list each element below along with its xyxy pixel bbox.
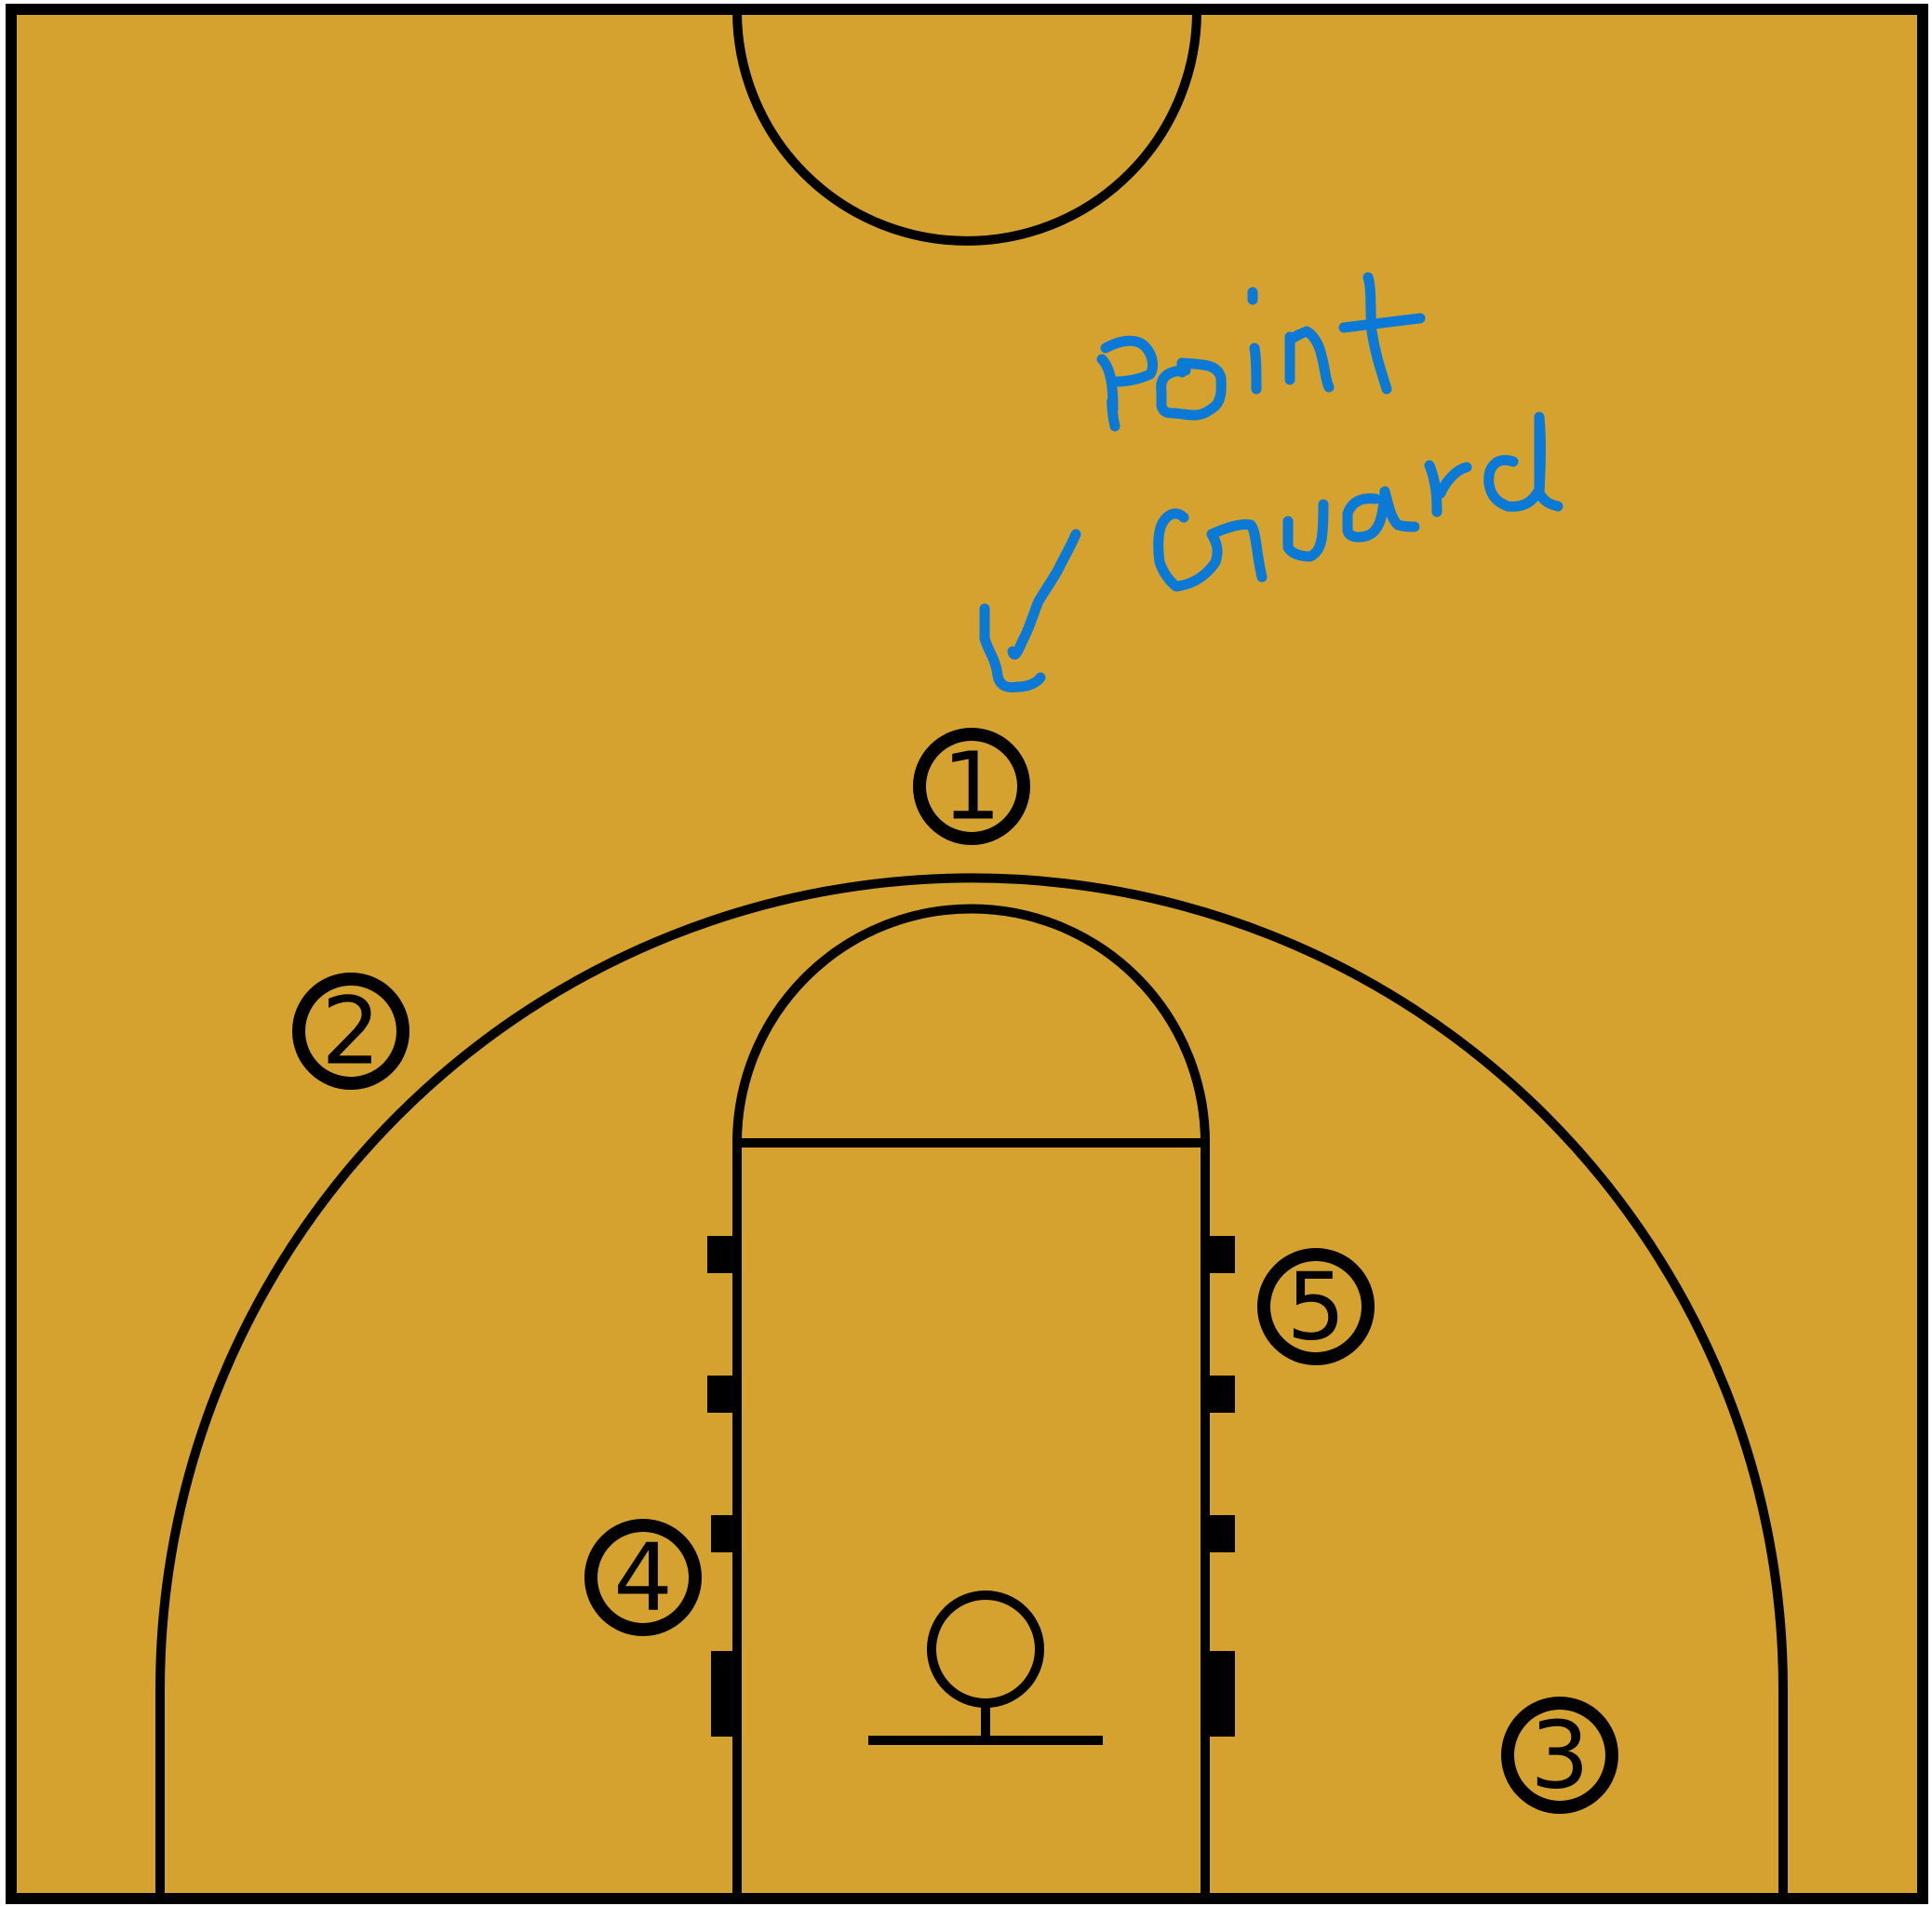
ink-letter [1362, 272, 1392, 395]
lane-mark [707, 1236, 737, 1273]
ink-arrow-shaft [1007, 529, 1081, 660]
ink-letter [1424, 460, 1472, 517]
center-circle [732, 10, 1201, 246]
ink-letter [1282, 499, 1329, 562]
lane-mark [711, 1651, 737, 1737]
lane-mark [1205, 1651, 1235, 1737]
player-number: 4 [613, 1523, 673, 1632]
player-5: 5 [1257, 1248, 1375, 1365]
handwritten-annotation [979, 272, 1563, 692]
player-ring [1501, 1697, 1618, 1814]
ink-letter [1156, 357, 1227, 421]
player-ring [292, 973, 409, 1090]
player-number: 3 [1530, 1701, 1590, 1810]
player-ring [913, 728, 1030, 845]
player-ring [584, 1519, 702, 1636]
lane-mark [711, 1515, 737, 1552]
ink-letter [1284, 326, 1335, 393]
ink-letter [1338, 313, 1426, 333]
player-1: 1 [913, 728, 1030, 845]
ink-letter [1100, 335, 1158, 387]
lane-marks-left [707, 1236, 737, 1737]
player-2: 2 [292, 973, 409, 1090]
player-number: 2 [321, 977, 381, 1086]
player-4: 4 [584, 1519, 702, 1636]
player-number: 1 [942, 732, 1001, 841]
lane-mark [1205, 1515, 1235, 1552]
lane-mark [1205, 1236, 1235, 1273]
ink-letter [1153, 508, 1268, 592]
three-point-line [155, 873, 1788, 1899]
court-floor [6, 4, 1928, 1904]
player-3: 3 [1501, 1697, 1618, 1814]
lane-mark [1205, 1376, 1235, 1413]
ink-letter [1096, 354, 1120, 432]
ink-letter [1342, 486, 1420, 543]
player-number: 5 [1286, 1253, 1346, 1362]
free-throw-circle [732, 904, 1210, 1144]
player-ring [1257, 1248, 1375, 1365]
ink-letter [1249, 342, 1262, 395]
ink-arrow-head [979, 603, 1046, 692]
lane-marks-right [1205, 1236, 1235, 1737]
lane-mark [707, 1376, 737, 1413]
ink-letter [1483, 411, 1563, 512]
